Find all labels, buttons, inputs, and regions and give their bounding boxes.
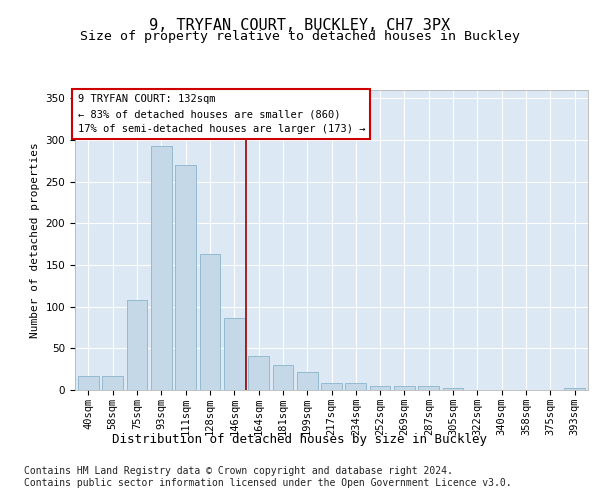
Bar: [248, 356, 269, 390]
Bar: [394, 386, 415, 390]
Bar: [127, 300, 148, 390]
Y-axis label: Number of detached properties: Number of detached properties: [30, 142, 40, 338]
Text: 9, TRYFAN COURT, BUCKLEY, CH7 3PX: 9, TRYFAN COURT, BUCKLEY, CH7 3PX: [149, 18, 451, 32]
Text: Contains HM Land Registry data © Crown copyright and database right 2024.: Contains HM Land Registry data © Crown c…: [24, 466, 453, 476]
Bar: [346, 384, 366, 390]
Bar: [297, 372, 317, 390]
Bar: [272, 365, 293, 390]
Bar: [443, 388, 463, 390]
Bar: [200, 254, 220, 390]
Text: Distribution of detached houses by size in Buckley: Distribution of detached houses by size …: [113, 432, 487, 446]
Bar: [418, 386, 439, 390]
Text: Contains public sector information licensed under the Open Government Licence v3: Contains public sector information licen…: [24, 478, 512, 488]
Bar: [175, 165, 196, 390]
Bar: [78, 376, 99, 390]
Text: Size of property relative to detached houses in Buckley: Size of property relative to detached ho…: [80, 30, 520, 43]
Bar: [564, 388, 585, 390]
Bar: [103, 376, 123, 390]
Bar: [321, 384, 342, 390]
Bar: [224, 318, 245, 390]
Text: 9 TRYFAN COURT: 132sqm
← 83% of detached houses are smaller (860)
17% of semi-de: 9 TRYFAN COURT: 132sqm ← 83% of detached…: [77, 94, 365, 134]
Bar: [151, 146, 172, 390]
Bar: [370, 386, 391, 390]
